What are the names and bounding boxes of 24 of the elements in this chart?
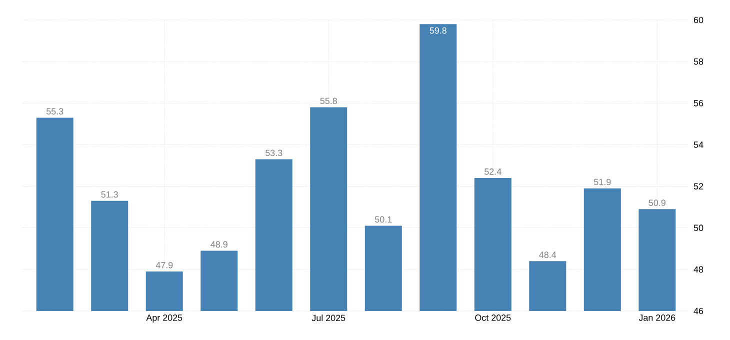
y-tick-label: 54 bbox=[694, 142, 704, 148]
y-tick-label: 58 bbox=[694, 58, 704, 65]
x-tick-label: Jul 2025 bbox=[312, 314, 346, 322]
data-label: 47.9 bbox=[156, 262, 173, 268]
x-tick-label: Apr 2025 bbox=[146, 314, 182, 323]
y-tick-label: 46 bbox=[694, 308, 704, 314]
data-label: 50.9 bbox=[648, 200, 666, 206]
data-label: 55.3 bbox=[46, 108, 64, 115]
y-tick-label: 50 bbox=[694, 224, 704, 232]
y-tick-label: 60 bbox=[694, 16, 704, 24]
y-tick-label: 48 bbox=[694, 266, 704, 273]
data-label: 48.9 bbox=[210, 241, 228, 248]
y-tick-label: 52 bbox=[694, 183, 704, 190]
data-label: 51.9 bbox=[594, 178, 611, 186]
y-tick-label: 56 bbox=[694, 100, 704, 106]
x-tick-label: Jan 2026 bbox=[638, 314, 676, 321]
data-label: 59.8 bbox=[430, 27, 446, 34]
data-label: 50.1 bbox=[375, 216, 392, 223]
data-label: 52.4 bbox=[484, 168, 502, 175]
data-label: 53.3 bbox=[266, 150, 282, 156]
data-label: 48.4 bbox=[539, 252, 556, 258]
data-label: 55.8 bbox=[320, 98, 337, 104]
data-label: 51.3 bbox=[101, 191, 118, 198]
x-tick-label: Oct 2025 bbox=[475, 314, 511, 321]
